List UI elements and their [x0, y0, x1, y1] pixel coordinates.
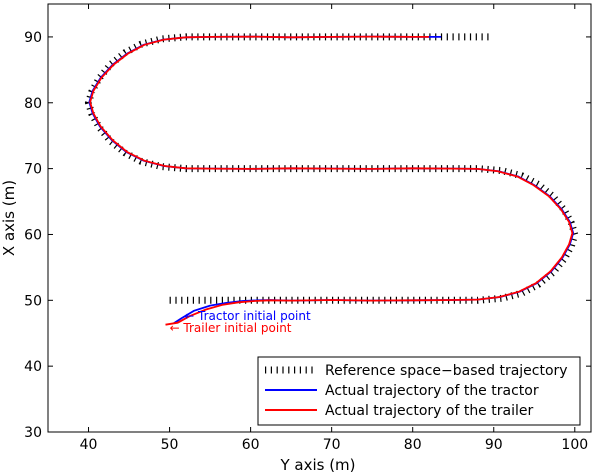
tractor-initial-point-label: ← Tractor initial point	[184, 309, 311, 323]
y-tick-label: 40	[24, 359, 42, 375]
y-tick-label: 50	[24, 293, 42, 309]
series-line-trailer	[89, 35, 574, 326]
series-group	[84, 33, 579, 326]
x-tick-label: 50	[161, 437, 179, 453]
x-tick-label: 70	[323, 437, 341, 453]
y-tick-label: 30	[24, 425, 42, 441]
x-axis-title: Y axis (m)	[279, 456, 355, 474]
y-tick-label: 80	[24, 96, 42, 112]
axis-ticks: 40 50 60 70 80 90 100 30 40 50 60 70 80 90	[24, 4, 591, 453]
x-tick-label: 90	[485, 437, 503, 453]
legend-label-trailer: Actual trajectory of the trailer	[325, 403, 533, 419]
x-tick-label: 100	[561, 437, 588, 453]
x-tick-label: 40	[80, 437, 98, 453]
trailer-initial-point-label: ← Trailer initial point	[170, 321, 292, 335]
legend-label-tractor: Actual trajectory of the tractor	[325, 383, 539, 399]
y-tick-label: 60	[24, 227, 42, 243]
y-axis-title: X axis (m)	[0, 180, 18, 256]
legend-label-reference: Reference space−based trajectory	[325, 363, 568, 379]
x-tick-label: 60	[242, 437, 260, 453]
x-tick-label: 80	[404, 437, 422, 453]
y-tick-label: 70	[24, 162, 42, 178]
y-tick-label: 90	[24, 30, 42, 46]
legend: Reference space−based trajectory Actual …	[257, 356, 581, 426]
